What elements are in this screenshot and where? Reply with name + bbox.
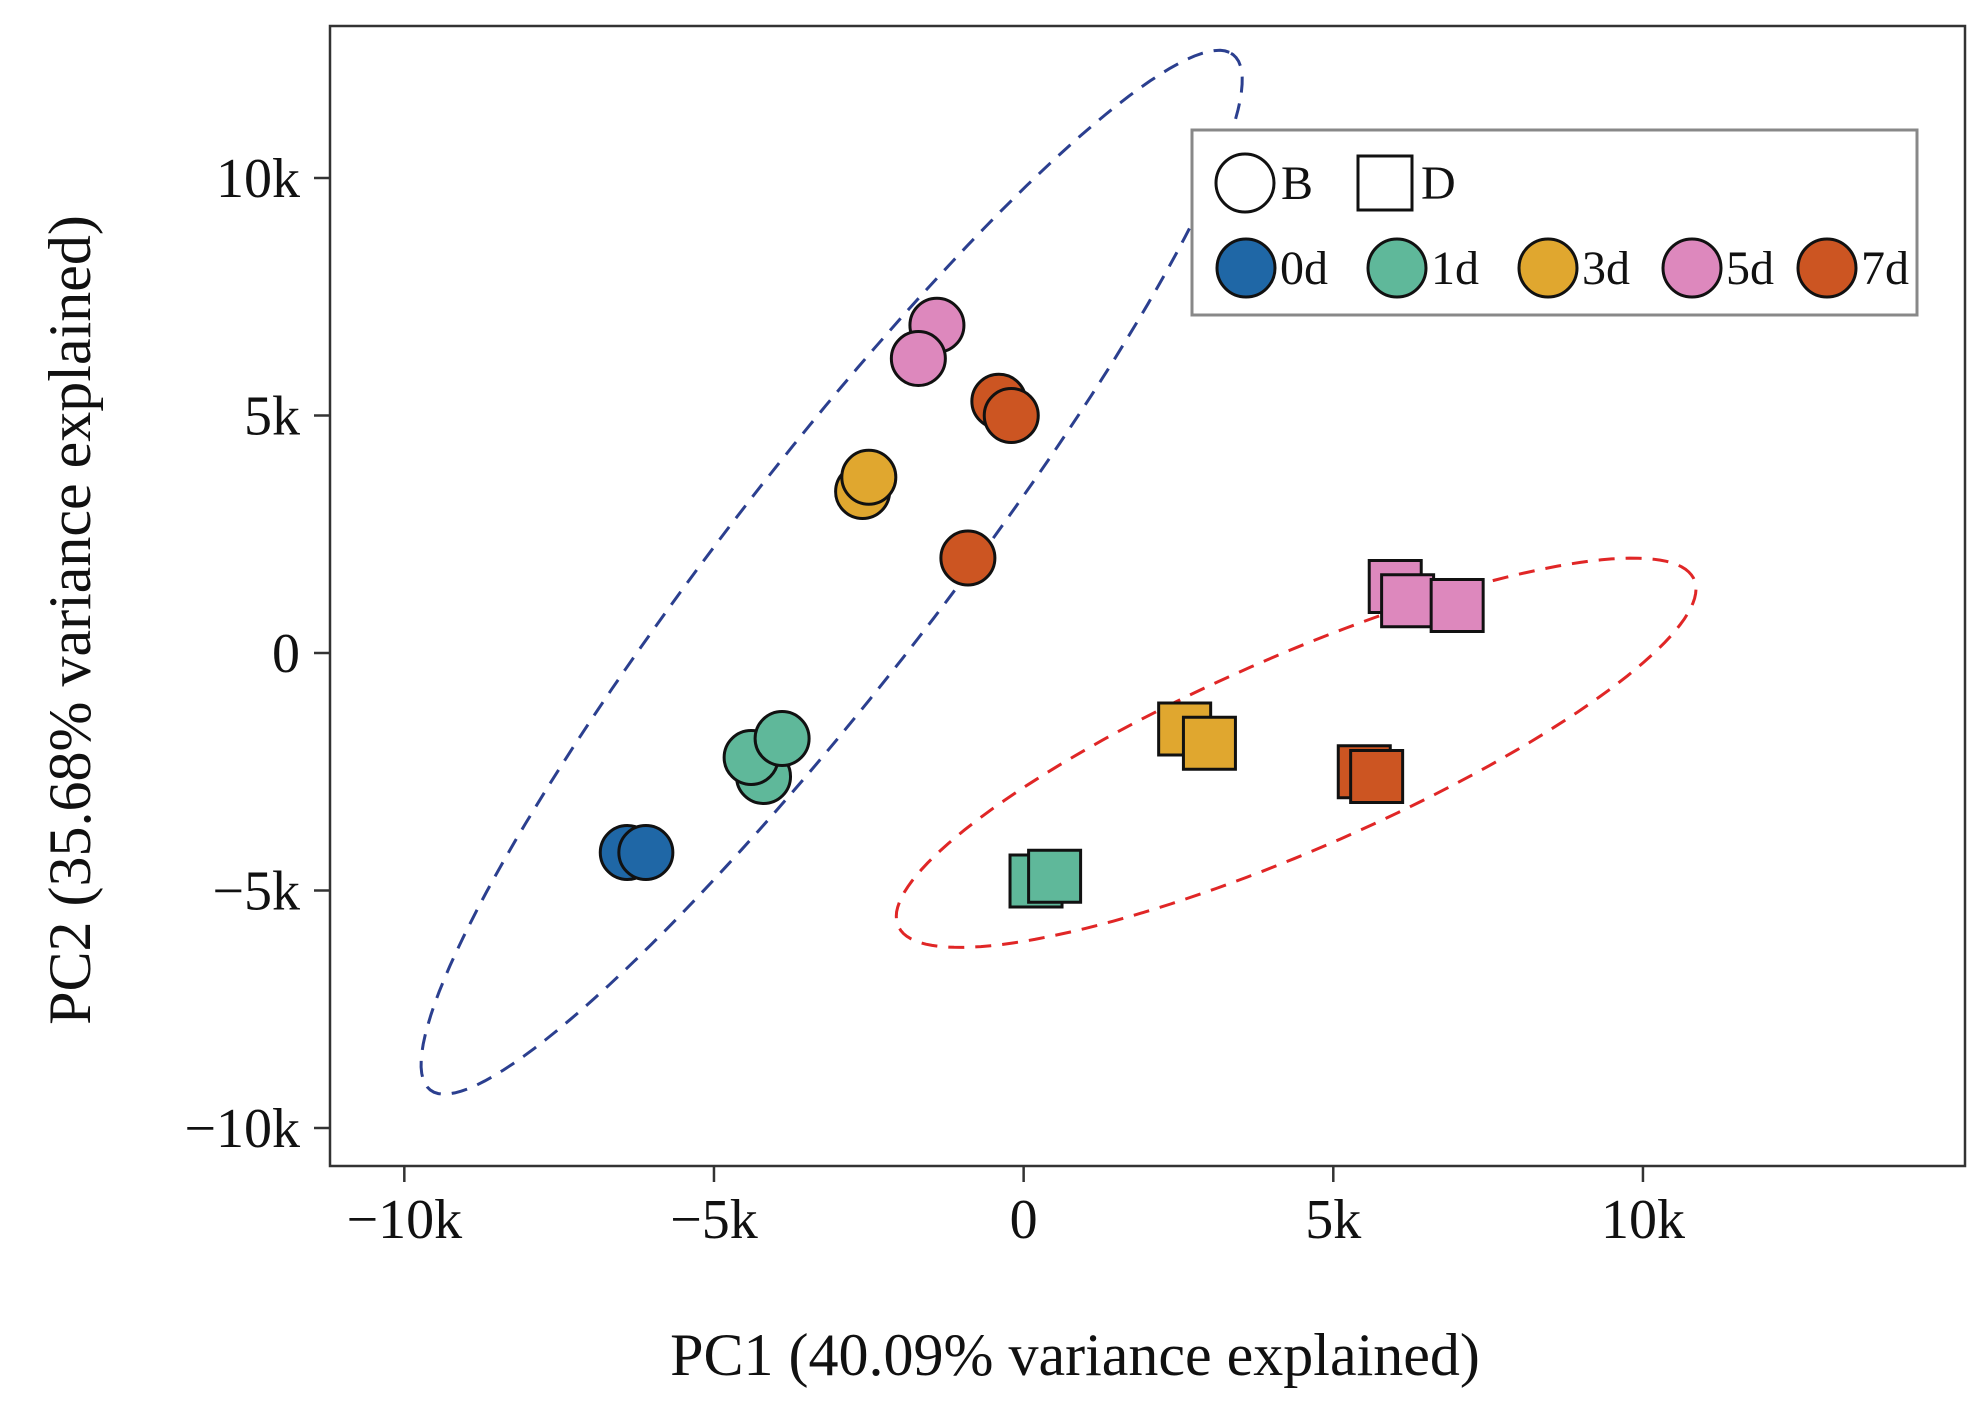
data-point	[889, 330, 947, 387]
legend-color-swatch	[1517, 237, 1579, 299]
legend-color-label: 0d	[1280, 242, 1328, 295]
data-point	[840, 448, 898, 506]
legend-color-label: 3d	[1582, 242, 1630, 295]
confidence-ellipse-1	[419, 48, 1244, 1096]
x-tick-label: 5k	[1305, 1189, 1361, 1251]
y-tick-label: 10k	[216, 148, 300, 210]
legend-color-swatch	[1661, 237, 1723, 299]
data-point	[1429, 578, 1485, 633]
y-tick-label: 0	[272, 623, 300, 685]
data-point	[1181, 715, 1237, 771]
data-point	[1380, 573, 1436, 629]
y-axis-title: PC2 (35.68% variance explained)	[37, 215, 103, 1025]
data-points	[598, 296, 1485, 909]
legend-shape-label: D	[1421, 157, 1456, 210]
legend-color-label: 1d	[1431, 242, 1479, 295]
legend-color-swatch	[1215, 237, 1277, 299]
legend-entries: B D 0d 1d 3d 5d 7d	[1214, 152, 1909, 299]
y-tick-label: −10k	[184, 1098, 300, 1160]
x-axis-title: PC1 (40.09% variance explained)	[670, 1322, 1480, 1388]
legend-color-swatch	[1366, 237, 1428, 299]
legend-circle-symbol	[1214, 152, 1276, 214]
data-point	[939, 529, 997, 587]
legend-color-swatch	[1796, 237, 1858, 299]
y-tick-label: 5k	[244, 386, 300, 448]
legend-color-label: 5d	[1726, 242, 1774, 295]
data-point	[982, 387, 1040, 444]
legend-shape-label: B	[1281, 157, 1313, 210]
plot-frame	[328, 24, 1967, 1168]
data-point	[753, 710, 811, 767]
legend-square-symbol	[1356, 154, 1414, 212]
legend-color-label: 7d	[1861, 242, 1909, 295]
y-tick-label: −5k	[212, 861, 300, 923]
legend: B D 0d 1d 3d 5d 7d	[1190, 128, 1919, 317]
data-point	[1027, 848, 1083, 904]
data-point	[617, 824, 675, 881]
y-axis-ticks: −10k −5k 0 5k 10k	[184, 148, 330, 1160]
x-axis-ticks: −10k −5k 0 5k 10k	[347, 1166, 1685, 1251]
data-point	[1349, 749, 1405, 804]
x-tick-label: −5k	[670, 1189, 758, 1251]
x-tick-label: 0	[1010, 1189, 1038, 1251]
x-tick-label: −10k	[347, 1189, 463, 1251]
x-tick-label: 10k	[1601, 1189, 1685, 1251]
